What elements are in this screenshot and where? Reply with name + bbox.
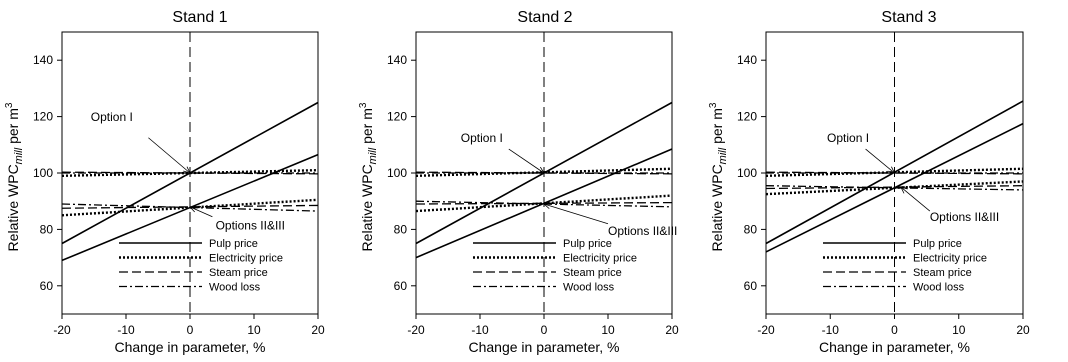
- y-axis-label-main: Relative WPC: [359, 164, 375, 251]
- legend-label-wood-loss: Wood loss: [209, 282, 261, 294]
- annotation-arrow-line: [148, 137, 191, 174]
- annotation-label: Options II&III: [216, 218, 285, 232]
- annotation-arrowhead: [537, 166, 545, 174]
- x-axis-label: Change in parameter, %: [469, 339, 620, 355]
- x-tick-label: 10: [247, 323, 261, 337]
- annotation-arrowhead: [189, 206, 198, 213]
- y-tick-label: 120: [737, 110, 757, 124]
- annotation-arrow-line: [865, 148, 895, 174]
- y-tick-label: 100: [737, 166, 757, 180]
- annotation-arrowhead: [900, 186, 908, 194]
- panel-title: Stand 2: [517, 9, 572, 26]
- y-tick-label: 100: [387, 166, 407, 180]
- series-line-wood-loss-group-2: [765, 185, 1024, 191]
- x-tick-label: 20: [665, 323, 679, 337]
- x-axis-label: Change in parameter, %: [115, 339, 266, 355]
- legend-label-pulp-price: Pulp price: [563, 238, 612, 250]
- y-tick-label: 140: [387, 53, 407, 67]
- y-axis-label-sup: 3: [4, 102, 15, 108]
- x-tick-label: -10: [117, 323, 135, 337]
- x-tick-label: 10: [952, 323, 966, 337]
- series-line-electricity-price-group-2: [415, 194, 673, 213]
- annotation-arrow-line: [189, 206, 213, 218]
- y-tick-label: 120: [33, 110, 53, 124]
- y-tick-label: 140: [737, 53, 757, 67]
- x-tick-label: 20: [1016, 323, 1030, 337]
- legend-label-steam-price: Steam price: [563, 267, 622, 279]
- legend-label-electricity-price: Electricity price: [913, 253, 987, 265]
- y-axis-label: Relative WPCmill per m3: [358, 102, 379, 251]
- y-tick-label: 140: [33, 53, 53, 67]
- y-axis-label-sup: 3: [708, 102, 719, 108]
- series-line-steam-price-group-2: [765, 185, 1024, 190]
- y-axis-label-main: Relative WPC: [5, 164, 21, 251]
- annotation-label: Options II&III: [608, 224, 677, 238]
- annotation-arrow-line: [508, 148, 545, 174]
- panel-2: Stand 2 60 80 100 120 140 -20 -10 0 10 20 Change in…: [358, 9, 679, 355]
- annotation-arrowhead: [887, 166, 896, 174]
- legend-label-electricity-price: Electricity price: [563, 253, 637, 265]
- x-tick-label: -20: [53, 323, 71, 337]
- series-line-steam-price-group-2: [415, 201, 673, 205]
- annotation-arrowhead: [183, 166, 191, 174]
- legend-label-wood-loss: Wood loss: [913, 282, 965, 294]
- legend-label-steam-price: Steam price: [209, 267, 268, 279]
- legend-label-pulp-price: Pulp price: [913, 238, 962, 250]
- x-tick-label: -10: [471, 323, 489, 337]
- panel-1: Stand 1 60 80 100 120 140 -20 -10 0 10 20 Change in…: [4, 9, 325, 355]
- y-axis-label: Relative WPCmill per m3: [4, 102, 25, 251]
- y-axis-label-sub: mill: [367, 147, 379, 164]
- y-axis-label-tail: per m: [709, 108, 725, 148]
- x-tick-label: -10: [822, 323, 840, 337]
- y-tick-label: 80: [394, 222, 408, 236]
- annotation-label: Options II&III: [930, 210, 999, 224]
- y-tick-label: 120: [387, 110, 407, 124]
- x-tick-label: 0: [187, 323, 194, 337]
- y-axis-label-sub: mill: [717, 147, 729, 164]
- annotation-label: Option I: [827, 131, 869, 145]
- x-tick-label: 10: [601, 323, 615, 337]
- x-tick-label: 0: [891, 323, 898, 337]
- y-tick-label: 100: [33, 166, 53, 180]
- y-axis-label-sub: mill: [13, 147, 25, 164]
- legend-label-wood-loss: Wood loss: [563, 282, 615, 294]
- y-tick-label: 60: [40, 279, 54, 293]
- y-tick-label: 60: [744, 279, 758, 293]
- y-tick-label: 80: [744, 222, 758, 236]
- y-axis-label-main: Relative WPC: [709, 164, 725, 251]
- y-axis-label-tail: per m: [5, 108, 21, 148]
- legend-label-electricity-price: Electricity price: [209, 253, 283, 265]
- annotation-arrow-line: [543, 203, 609, 225]
- series-line-steam-price-group-2: [61, 204, 319, 209]
- legend-label-steam-price: Steam price: [913, 267, 972, 279]
- x-axis-label: Change in parameter, %: [819, 339, 970, 355]
- x-tick-label: -20: [407, 323, 425, 337]
- series-line-wood-loss-group-2: [61, 203, 319, 212]
- x-tick-label: 0: [541, 323, 548, 337]
- legend-label-pulp-price: Pulp price: [209, 238, 258, 250]
- x-tick-label: -20: [757, 323, 775, 337]
- y-axis-label-tail: per m: [359, 108, 375, 148]
- panel-3: Stand 3 60 80 100 120 140 -20 -10 0 10 20 Change in…: [708, 9, 1030, 355]
- annotation-arrow-line: [900, 186, 931, 212]
- y-axis-label: Relative WPCmill per m3: [708, 102, 729, 251]
- annotation-arrowhead: [543, 202, 551, 209]
- y-axis-label-sup: 3: [358, 102, 369, 108]
- annotation-label: Option I: [91, 110, 133, 124]
- x-tick-label: 20: [311, 323, 325, 337]
- panel-title: Stand 1: [172, 9, 227, 26]
- panel-title: Stand 3: [881, 9, 936, 26]
- annotation-label: Option I: [461, 131, 503, 145]
- y-tick-label: 60: [394, 279, 408, 293]
- y-tick-label: 80: [40, 222, 54, 236]
